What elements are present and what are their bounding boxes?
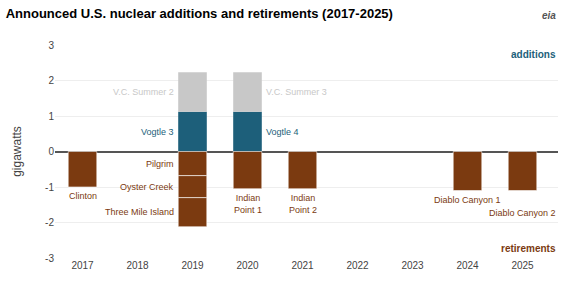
- svg-text:Diablo Canyon 2: Diablo Canyon 2: [489, 208, 556, 218]
- svg-text:Three Mile Island: Three Mile Island: [105, 207, 174, 217]
- svg-text:Clinton: Clinton: [69, 191, 97, 201]
- svg-text:V.C. Summer 2: V.C. Summer 2: [113, 87, 174, 97]
- svg-text:additions: additions: [511, 49, 556, 60]
- svg-text:V.C. Summer 3: V.C. Summer 3: [266, 87, 327, 97]
- svg-text:-3: -3: [45, 253, 54, 264]
- svg-text:IndianPoint 2: IndianPoint 2: [289, 193, 317, 215]
- svg-text:1: 1: [48, 111, 54, 122]
- svg-text:2019: 2019: [181, 260, 204, 271]
- svg-text:2017: 2017: [71, 260, 94, 271]
- svg-text:3: 3: [48, 40, 54, 51]
- svg-text:gigawatts: gigawatts: [10, 126, 24, 177]
- svg-text:-1: -1: [45, 182, 54, 193]
- svg-text:2020: 2020: [236, 260, 259, 271]
- svg-text:Diablo Canyon 1: Diablo Canyon 1: [434, 195, 501, 205]
- svg-text:2: 2: [48, 75, 54, 86]
- svg-text:2021: 2021: [291, 260, 314, 271]
- svg-text:Oyster Creek: Oyster Creek: [120, 182, 174, 192]
- svg-text:retirements: retirements: [501, 243, 556, 254]
- svg-text:eia: eia: [542, 10, 556, 21]
- svg-text:-2: -2: [45, 217, 54, 228]
- svg-text:2025: 2025: [511, 260, 534, 271]
- svg-text:2022: 2022: [346, 260, 369, 271]
- svg-text:2023: 2023: [401, 260, 424, 271]
- svg-text:2024: 2024: [456, 260, 479, 271]
- svg-text:Vogtle 4: Vogtle 4: [266, 127, 299, 137]
- svg-text:0: 0: [48, 146, 54, 157]
- svg-text:2018: 2018: [126, 260, 149, 271]
- svg-text:IndianPoint 1: IndianPoint 1: [234, 193, 262, 215]
- svg-text:Pilgrim: Pilgrim: [146, 159, 174, 169]
- svg-text:Vogtle 3: Vogtle 3: [141, 127, 174, 137]
- svg-text:Announced U.S. nuclear additio: Announced U.S. nuclear additions and ret…: [6, 6, 393, 21]
